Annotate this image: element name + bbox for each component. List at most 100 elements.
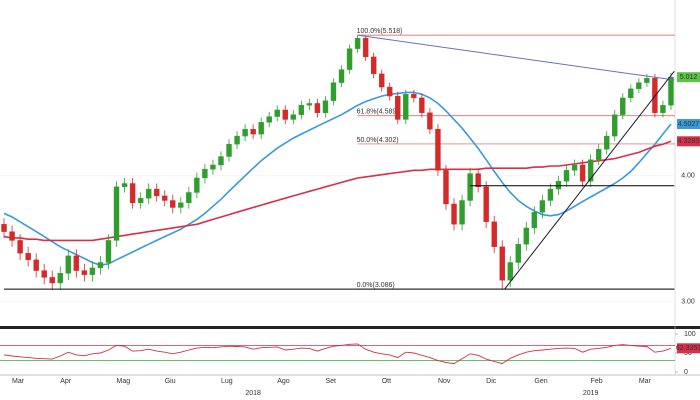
candle-body xyxy=(314,103,321,113)
candle-body xyxy=(234,135,240,145)
x-tick-label: Lug xyxy=(221,378,233,385)
candle-body xyxy=(620,97,626,115)
candle-body xyxy=(17,240,23,254)
candle-body xyxy=(226,143,232,157)
candle-body xyxy=(186,192,192,204)
price-label: 4.5027 xyxy=(678,121,700,128)
candle-body xyxy=(298,105,305,115)
candle-body xyxy=(97,262,104,269)
candle-body xyxy=(515,244,522,263)
candle-body xyxy=(322,100,329,113)
candle-body xyxy=(362,37,369,58)
fib-label: 0.0%(3.086) xyxy=(357,282,395,289)
candle-body xyxy=(242,128,248,137)
x-tick-label: Nov xyxy=(438,378,451,385)
x-tick-label: Giu xyxy=(165,378,176,385)
candle-body xyxy=(129,183,136,204)
candle-body xyxy=(282,109,288,120)
candle-body xyxy=(250,128,256,135)
candle-body xyxy=(411,94,417,99)
x-tick-label: Dic xyxy=(486,378,497,385)
candle-body xyxy=(121,183,128,188)
candle-body xyxy=(274,109,280,117)
price-label: 4.3283 xyxy=(678,138,700,145)
candle-body xyxy=(137,197,144,204)
candle-body xyxy=(378,73,385,88)
candle-body xyxy=(636,82,642,90)
candle-body xyxy=(435,128,441,171)
rsi-label: 62.3353 xyxy=(676,345,700,352)
candle-body xyxy=(387,86,393,97)
candle-body xyxy=(531,212,538,229)
candle-body xyxy=(178,202,184,208)
candle-body xyxy=(346,48,353,70)
candle-body xyxy=(9,231,15,241)
x-tick-label: Feb xyxy=(591,378,603,385)
candle-body xyxy=(170,200,176,208)
candle-body xyxy=(451,203,457,225)
fib-label: 100.0%(5.518) xyxy=(357,28,403,35)
price-label-box xyxy=(677,119,700,130)
panel-separator xyxy=(0,326,700,329)
rsi-tick-label: 0 xyxy=(684,369,688,376)
candle-body xyxy=(41,270,47,278)
candle-body xyxy=(443,170,449,205)
candle-body xyxy=(579,164,586,182)
candle-body xyxy=(628,88,634,99)
fib-label: 61.8%(4.589) xyxy=(357,109,399,116)
candle-body xyxy=(306,103,313,106)
candle-body xyxy=(162,195,168,201)
candle-body xyxy=(338,69,345,83)
candle-body xyxy=(25,253,31,261)
rsi-tick-label: 50 xyxy=(684,350,692,357)
candle-body xyxy=(1,224,7,232)
candle-body xyxy=(81,270,88,275)
candle-body xyxy=(210,164,216,170)
candle-body xyxy=(370,56,377,75)
candle-body xyxy=(33,259,39,271)
candle-body xyxy=(547,188,554,201)
x-tick-label: Apr xyxy=(60,378,72,385)
y-tick-label: 4.00 xyxy=(681,173,695,180)
candle-body xyxy=(539,200,546,213)
x-tick-label: Gen xyxy=(534,378,547,385)
candle-body xyxy=(612,114,618,137)
candle-body xyxy=(427,112,433,130)
price-label-box xyxy=(677,136,700,147)
candle-body xyxy=(194,177,200,193)
candle-body xyxy=(395,95,401,120)
candle-body xyxy=(668,76,674,106)
rsi-line xyxy=(3,343,672,365)
x-tick-label: Mar xyxy=(639,378,652,385)
candle-body xyxy=(491,221,497,247)
candle-body xyxy=(523,227,530,245)
candle-body xyxy=(507,262,513,281)
candle-body xyxy=(73,255,80,271)
trend-line xyxy=(357,34,675,81)
x-tick-label: Ago xyxy=(277,378,290,385)
candle-body xyxy=(218,156,224,166)
candle-body xyxy=(587,159,594,182)
candle-body xyxy=(153,188,160,197)
candle-body xyxy=(258,122,264,135)
candle-body xyxy=(202,169,208,179)
candle-body xyxy=(419,97,425,113)
candle-body xyxy=(644,78,650,83)
candle-body xyxy=(571,164,578,171)
candle-body xyxy=(330,82,337,101)
rsi-label-box xyxy=(677,343,700,354)
candle-body xyxy=(290,114,297,120)
candle-body xyxy=(483,186,489,223)
candle-body xyxy=(65,255,72,274)
trend-line xyxy=(504,70,675,290)
x-tick-label: Mar xyxy=(12,378,25,385)
year-label: 2018 xyxy=(245,390,261,397)
fib-label: 50.0%(4.302) xyxy=(357,137,399,144)
year-label: 2019 xyxy=(583,390,599,397)
x-tick-label: Mag xyxy=(117,378,131,385)
candle-body xyxy=(266,116,272,123)
candle-body xyxy=(563,170,570,182)
candle-body xyxy=(603,135,610,150)
